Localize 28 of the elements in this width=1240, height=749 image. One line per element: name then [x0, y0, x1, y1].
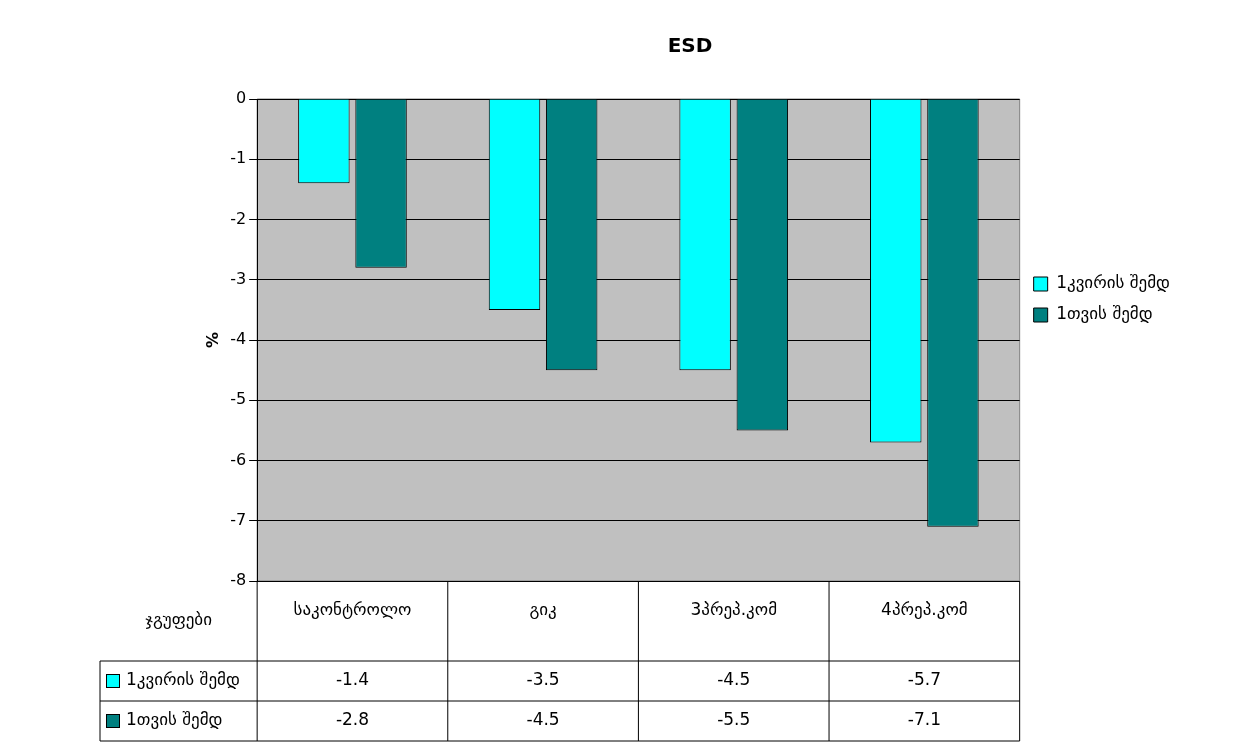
- chart-title: ESD: [667, 33, 713, 58]
- legend-label: 1კვირის შემდ: [1056, 272, 1171, 293]
- y-axis-title: %: [202, 331, 222, 349]
- y-tick-label: -8: [230, 570, 247, 590]
- x-tick-label: საკონტროლო: [293, 599, 412, 620]
- data-label: -3.5: [526, 669, 560, 690]
- x-tick-label: გიკ: [529, 599, 557, 620]
- x-tick-label: 4პრეპ.კომ: [881, 599, 968, 620]
- y-tick-label: -7: [230, 509, 247, 529]
- data-label: -7.1: [907, 709, 941, 730]
- legend-label: 1თვის შემდ: [1056, 303, 1153, 324]
- text: 1კვირის შემდ: [126, 669, 240, 690]
- data-label: -4.5: [717, 669, 751, 690]
- y-tick-label: -5: [230, 389, 247, 409]
- y-tick-label: -2: [230, 208, 247, 228]
- data-label: -4.5: [526, 709, 560, 730]
- data-label: -1.4: [335, 669, 370, 690]
- y-tick-label: -3: [230, 268, 247, 288]
- data-label: -5.7: [907, 669, 941, 690]
- y-tick-label: -1: [230, 148, 247, 168]
- data-label: -5.5: [717, 709, 751, 730]
- y-tick-label: -4: [230, 329, 247, 349]
- x-axis-title: ჯგუფები: [145, 609, 212, 630]
- y-tick-label: -6: [230, 449, 247, 469]
- data-label: -2.8: [335, 709, 370, 730]
- x-tick-label: 3პრეპ.კომ: [690, 599, 778, 620]
- y-tick-label: 0: [235, 88, 247, 108]
- text: 1თვის შემდ: [126, 709, 223, 730]
